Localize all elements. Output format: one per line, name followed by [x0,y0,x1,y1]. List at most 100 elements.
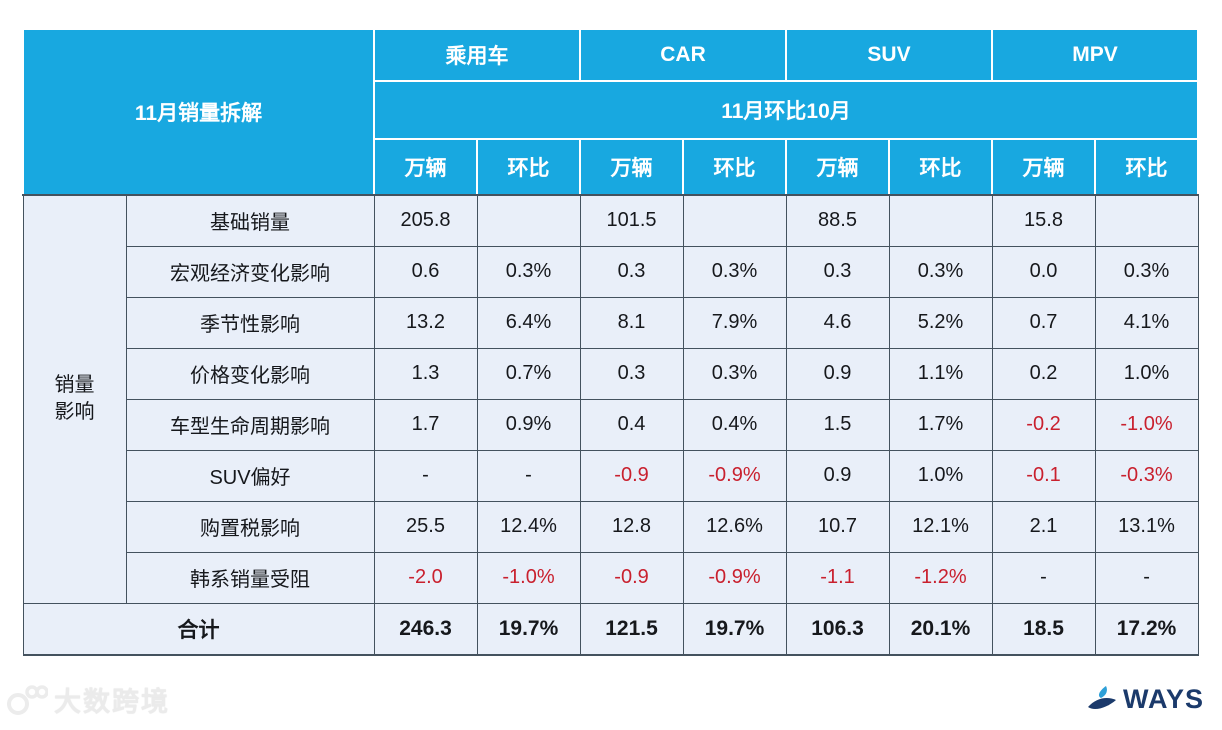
total-cell: 19.7% [476,602,581,656]
data-cell: 1.5 [785,398,890,451]
data-cell: -0.9 [579,449,684,502]
unit-header-volume: 万辆 [373,138,479,196]
unit-header-ratio: 环比 [682,138,788,196]
data-cell: 0.9 [785,347,890,400]
data-cell: 0.6 [373,245,478,298]
data-cell: 8.1 [579,296,684,349]
data-cell: 0.3% [682,347,787,400]
data-cell: 2.1 [991,500,1096,553]
data-cell: 10.7 [785,500,890,553]
data-cell: 0.3% [888,245,993,298]
total-cell: 106.3 [785,602,890,656]
data-cell: - [1094,551,1199,604]
data-cell: 4.1% [1094,296,1199,349]
data-cell: -1.0% [476,551,581,604]
data-cell: 7.9% [682,296,787,349]
data-cell: 0.3 [785,245,890,298]
data-cell: 0.3% [476,245,581,298]
data-cell: -0.9% [682,449,787,502]
ways-logo: WAYS [1086,684,1204,715]
data-cell: 0.7 [991,296,1096,349]
data-cell: -0.1 [991,449,1096,502]
data-cell: 12.6% [682,500,787,553]
unit-header-volume: 万辆 [579,138,685,196]
data-cell: - [991,551,1096,604]
data-cell: 6.4% [476,296,581,349]
data-cell: 4.6 [785,296,890,349]
total-cell: 20.1% [888,602,993,656]
data-cell: -0.9 [579,551,684,604]
data-cell [682,194,787,247]
total-cell: 19.7% [682,602,787,656]
data-cell: - [373,449,478,502]
col-group-mpv: MPV [991,28,1200,82]
data-cell: 0.3% [1094,245,1199,298]
data-cell: 13.2 [373,296,478,349]
data-cell: 1.3 [373,347,478,400]
ways-swoosh-icon [1087,685,1116,709]
data-cell: 101.5 [579,194,684,247]
watermark-logo-icon [7,684,48,715]
data-cell: 1.0% [1094,347,1199,400]
data-cell: -1.2% [888,551,993,604]
data-cell: 5.2% [888,296,993,349]
data-cell: - [476,449,581,502]
row-label-model-lifecycle: 车型生命周期影响 [125,398,375,451]
data-cell: 1.7% [888,398,993,451]
data-cell: -0.2 [991,398,1096,451]
total-cell: 246.3 [373,602,478,656]
ways-logo-text: WAYS [1122,684,1204,714]
row-label-price-change: 价格变化影响 [125,347,375,400]
data-cell: 0.9% [476,398,581,451]
unit-header-ratio: 环比 [1094,138,1200,196]
row-label-suv-preference: SUV偏好 [125,449,375,502]
data-cell: 0.2 [991,347,1096,400]
data-cell: 12.4% [476,500,581,553]
total-row-label: 合计 [22,602,375,656]
unit-header-volume: 万辆 [991,138,1097,196]
col-group-car: CAR [579,28,788,82]
data-cell: -1.1 [785,551,890,604]
unit-header-ratio: 环比 [476,138,582,196]
data-cell: 12.1% [888,500,993,553]
data-cell: 88.5 [785,194,890,247]
data-cell: 0.9 [785,449,890,502]
data-cell [1094,194,1199,247]
side-label-sales-impact: 销量 影响 [22,194,127,604]
data-cell: -1.0% [1094,398,1199,451]
watermark: 大数跨境 [6,680,170,719]
row-label-purchase-tax: 购置税影响 [125,500,375,553]
data-cell: 0.3 [579,245,684,298]
data-cell: 12.8 [579,500,684,553]
row-label-base-sales: 基础销量 [125,194,375,247]
data-cell: 13.1% [1094,500,1199,553]
data-cell: 0.0 [991,245,1096,298]
row-label-macro-economy: 宏观经济变化影响 [125,245,375,298]
subtitle-month-over-month: 11月环比10月 [373,80,1200,140]
data-cell: 0.3 [579,347,684,400]
data-cell [476,194,581,247]
data-cell: -0.9% [682,551,787,604]
data-cell: 0.7% [476,347,581,400]
data-cell [888,194,993,247]
col-group-suv: SUV [785,28,994,82]
data-cell: 1.7 [373,398,478,451]
col-group-passenger-car: 乘用车 [373,28,582,82]
total-cell: 17.2% [1094,602,1199,656]
unit-header-ratio: 环比 [888,138,994,196]
watermark-text: 大数跨境 [54,687,170,717]
sales-breakdown-table: 11月销量拆解 乘用车 CAR SUV MPV 11月环比10月 万辆 环比 万… [21,28,1200,656]
data-cell: -0.3% [1094,449,1199,502]
data-cell: 0.4 [579,398,684,451]
total-cell: 121.5 [579,602,684,656]
row-label-korean-brand-setback: 韩系销量受阻 [125,551,375,604]
data-cell: 25.5 [373,500,478,553]
data-cell: 15.8 [991,194,1096,247]
total-cell: 18.5 [991,602,1096,656]
data-cell: 0.4% [682,398,787,451]
table-title: 11月销量拆解 [21,28,376,196]
data-cell: 1.1% [888,347,993,400]
row-label-seasonality: 季节性影响 [125,296,375,349]
data-cell: 0.3% [682,245,787,298]
